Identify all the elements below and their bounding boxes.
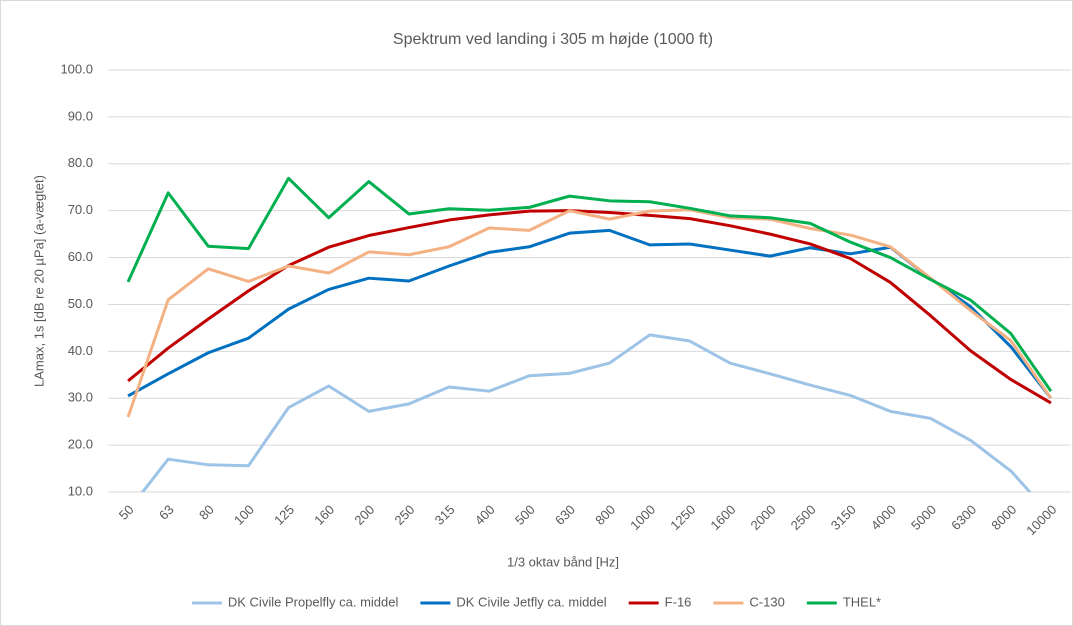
y-tick-label: 80.0: [68, 155, 93, 170]
chart-title: Spektrum ved landing i 305 m højde (1000…: [393, 31, 713, 48]
legend-label: C-130: [749, 594, 784, 609]
y-tick-label: 90.0: [68, 108, 93, 123]
y-tick-label: 10.0: [68, 483, 93, 498]
y-axis-title: LAmax, 1s [dB re 20 µPa] (a-vægtet): [31, 175, 46, 387]
x-axis-title: 1/3 oktav bånd [Hz]: [507, 554, 619, 569]
y-tick-label: 40.0: [68, 343, 93, 358]
plot-area: [126, 176, 1053, 492]
legend-label: DK Civile Jetfly ca. middel: [456, 594, 606, 609]
y-tick-label: 30.0: [68, 390, 93, 405]
legend-label: F-16: [665, 594, 692, 609]
series-line: [126, 208, 1053, 418]
legend-label: THEL*: [843, 594, 881, 609]
series-line: [140, 333, 1032, 492]
y-tick-label: 50.0: [68, 296, 93, 311]
legend-label: DK Civile Propelfly ca. middel: [228, 594, 399, 609]
y-tick-label: 70.0: [68, 202, 93, 217]
legend: DK Civile Propelfly ca. middel DK Civile …: [191, 594, 881, 609]
series-line: [126, 176, 1053, 393]
y-tick-label: 60.0: [68, 249, 93, 264]
y-tick-label: 20.0: [68, 437, 93, 452]
y-tick-label: 100.0: [60, 61, 93, 76]
